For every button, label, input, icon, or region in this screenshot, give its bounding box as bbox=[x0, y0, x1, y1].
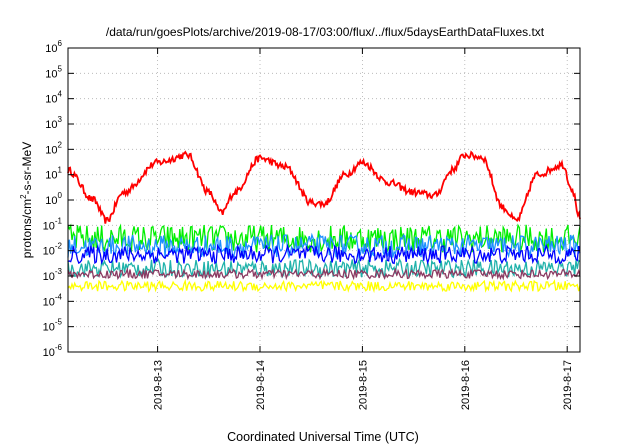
y-tick-base: 10 bbox=[45, 119, 57, 131]
y-tick-label: 10-1 bbox=[43, 216, 63, 232]
series-line bbox=[67, 267, 581, 281]
y-tick-label: 106 bbox=[45, 39, 62, 55]
y-tick-exp: 1 bbox=[58, 166, 63, 175]
x-tick-label: 2019-8-15 bbox=[357, 360, 369, 410]
y-tick-exp: 6 bbox=[58, 39, 63, 48]
y-tick-label: 10-3 bbox=[43, 267, 63, 283]
x-tick-label: 2019-8-16 bbox=[460, 360, 472, 410]
x-axis-label: Coordinated Universal Time (UTC) bbox=[227, 430, 419, 444]
y-tick-exp: -6 bbox=[55, 343, 63, 352]
series-line bbox=[67, 150, 581, 224]
y-axis-label-suffix: -s-sr-MeV bbox=[20, 142, 34, 195]
y-tick-base: 10 bbox=[45, 144, 57, 156]
x-tick-label: 2019-8-17 bbox=[562, 360, 574, 410]
y-tick-base: 10 bbox=[43, 271, 55, 283]
y-tick-base: 10 bbox=[43, 220, 55, 232]
y-tick-label: 10-4 bbox=[43, 292, 63, 308]
y-tick-base: 10 bbox=[45, 68, 57, 80]
y-tick-base: 10 bbox=[43, 322, 55, 334]
y-axis-label-prefix: protons/cm bbox=[20, 199, 34, 258]
y-axis-label: protons/cm2-s-sr-MeV bbox=[19, 142, 34, 258]
y-tick-exp: 4 bbox=[58, 90, 63, 99]
y-tick-base: 10 bbox=[43, 296, 55, 308]
y-tick-base: 10 bbox=[45, 170, 57, 182]
y-tick-exp: -1 bbox=[55, 216, 63, 225]
y-tick-exp: 2 bbox=[58, 140, 63, 149]
y-tick-label: 105 bbox=[45, 64, 62, 80]
y-tick-exp: -5 bbox=[55, 318, 63, 327]
y-tick-label: 100 bbox=[45, 191, 62, 207]
y-tick-label: 101 bbox=[45, 166, 62, 182]
y-axis-label-sup: 2 bbox=[19, 194, 28, 199]
x-tick-labels: 2019-8-13 2019-8-14 2019-8-15 2019-8-16 2019… bbox=[153, 360, 575, 410]
series-line bbox=[67, 232, 581, 260]
y-tick-base: 10 bbox=[45, 94, 57, 106]
y-tick-label: 104 bbox=[45, 90, 62, 106]
y-tick-base: 10 bbox=[43, 347, 55, 359]
y-tick-label: 10-2 bbox=[43, 242, 63, 258]
grid bbox=[68, 48, 580, 352]
y-tick-exp: -3 bbox=[55, 267, 63, 276]
y-tick-exp: 3 bbox=[58, 115, 63, 124]
series-layer bbox=[67, 150, 581, 294]
ticks bbox=[68, 47, 580, 353]
y-tick-base: 10 bbox=[45, 195, 57, 207]
chart-title: /data/run/goesPlots/archive/2019-08-17/0… bbox=[106, 25, 545, 39]
x-tick-label: 2019-8-14 bbox=[255, 360, 267, 410]
y-tick-exp: 5 bbox=[58, 64, 63, 73]
y-tick-base: 10 bbox=[45, 43, 57, 55]
x-tick-label: 2019-8-13 bbox=[153, 360, 165, 410]
y-tick-exp: -2 bbox=[55, 242, 63, 251]
y-tick-label: 10-5 bbox=[43, 318, 63, 334]
y-tick-label: 103 bbox=[45, 115, 62, 131]
y-tick-labels: 10610510410310210110010-110-210-310-410-… bbox=[43, 39, 63, 359]
series-line bbox=[67, 243, 581, 266]
y-tick-exp: 0 bbox=[58, 191, 63, 200]
y-tick-exp: -4 bbox=[55, 292, 63, 301]
y-tick-label: 102 bbox=[45, 140, 62, 156]
y-tick-base: 10 bbox=[43, 246, 55, 258]
series-line bbox=[67, 278, 581, 294]
y-tick-label: 10-6 bbox=[43, 343, 63, 359]
